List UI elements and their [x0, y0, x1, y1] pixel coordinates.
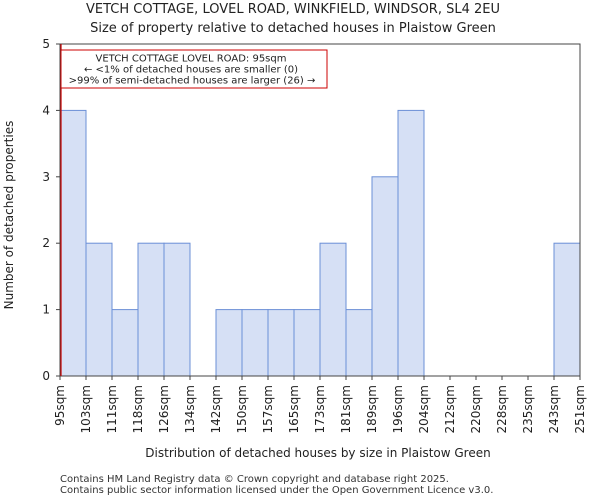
- x-tick-label: 204sqm: [417, 385, 431, 433]
- x-axis-label: Distribution of detached houses by size …: [145, 446, 490, 460]
- plot-frame: [59, 43, 581, 377]
- x-ticks-group: 95sqm 103sqm 111sqm 118sqm 126sqm 134sqm 142sq…: [53, 376, 587, 433]
- y-tick-label: 0: [42, 369, 50, 383]
- x-tick-label: 103sqm: [79, 385, 93, 433]
- x-tick-label: 243sqm: [547, 385, 561, 433]
- x-tick-label: 235sqm: [521, 385, 535, 433]
- histogram-bar: [371, 176, 399, 377]
- chart-subtitle: Size of property relative to detached ho…: [90, 21, 496, 36]
- y-tick-label: 2: [42, 236, 50, 250]
- x-tick-label: 142sqm: [209, 385, 223, 433]
- histogram-bar: [111, 309, 139, 377]
- y-tick-label: 4: [42, 103, 50, 117]
- histogram-bar: [137, 242, 165, 377]
- histogram-bar: [397, 109, 425, 377]
- annotation-line-3: >99% of semi-detached houses are larger …: [69, 76, 316, 87]
- x-tick-label: 251sqm: [573, 385, 587, 433]
- histogram-bar: [85, 242, 113, 377]
- histogram-bar: [241, 309, 269, 377]
- x-tick-label: 181sqm: [339, 385, 353, 433]
- histogram-bar: [267, 309, 295, 377]
- chart-title: VETCH COTTAGE, LOVEL ROAD, WINKFIELD, WI…: [86, 2, 500, 17]
- histogram-bar: [345, 309, 373, 377]
- histogram-bar: [293, 309, 321, 377]
- x-tick-label: 150sqm: [235, 385, 249, 433]
- x-tick-label: 212sqm: [443, 385, 457, 433]
- x-tick-label: 173sqm: [313, 385, 327, 433]
- x-tick-label: 228sqm: [495, 385, 509, 433]
- footer-line-2: Contains public sector information licen…: [60, 485, 494, 496]
- x-tick-label: 189sqm: [365, 385, 379, 433]
- x-tick-label: 111sqm: [105, 385, 119, 433]
- annotation-line-1: VETCH COTTAGE LOVEL ROAD: 95sqm: [96, 54, 287, 65]
- x-tick-label: 157sqm: [261, 385, 275, 433]
- footer-line-1: Contains HM Land Registry data © Crown c…: [60, 474, 449, 485]
- x-tick-label: 196sqm: [391, 385, 405, 433]
- y-tick-label: 1: [42, 303, 50, 317]
- x-tick-label: 134sqm: [183, 385, 197, 433]
- annotation-frame: [60, 49, 328, 89]
- histogram-bar: [319, 242, 347, 377]
- x-tick-label: 220sqm: [469, 385, 483, 433]
- y-tick-label: 3: [42, 170, 50, 184]
- annotation-box: VETCH COTTAGE LOVEL ROAD: 95sqm ← <1% of…: [60, 49, 328, 89]
- histogram-bar: [59, 109, 87, 377]
- x-tick-label: 95sqm: [53, 385, 67, 426]
- histogram-bar: [215, 309, 243, 377]
- y-ticks-group: 0 1 2 3 4 5: [42, 37, 60, 383]
- x-tick-label: 165sqm: [287, 385, 301, 433]
- annotation-line-2: ← <1% of detached houses are smaller (0): [84, 65, 298, 76]
- y-tick-label: 5: [42, 37, 50, 51]
- y-axis-label: Number of detached properties: [2, 121, 16, 310]
- histogram-bar: [553, 242, 581, 377]
- x-tick-label: 126sqm: [157, 385, 171, 433]
- x-tick-label: 118sqm: [131, 385, 145, 433]
- bars-group: [59, 109, 581, 377]
- histogram-bar: [163, 242, 191, 377]
